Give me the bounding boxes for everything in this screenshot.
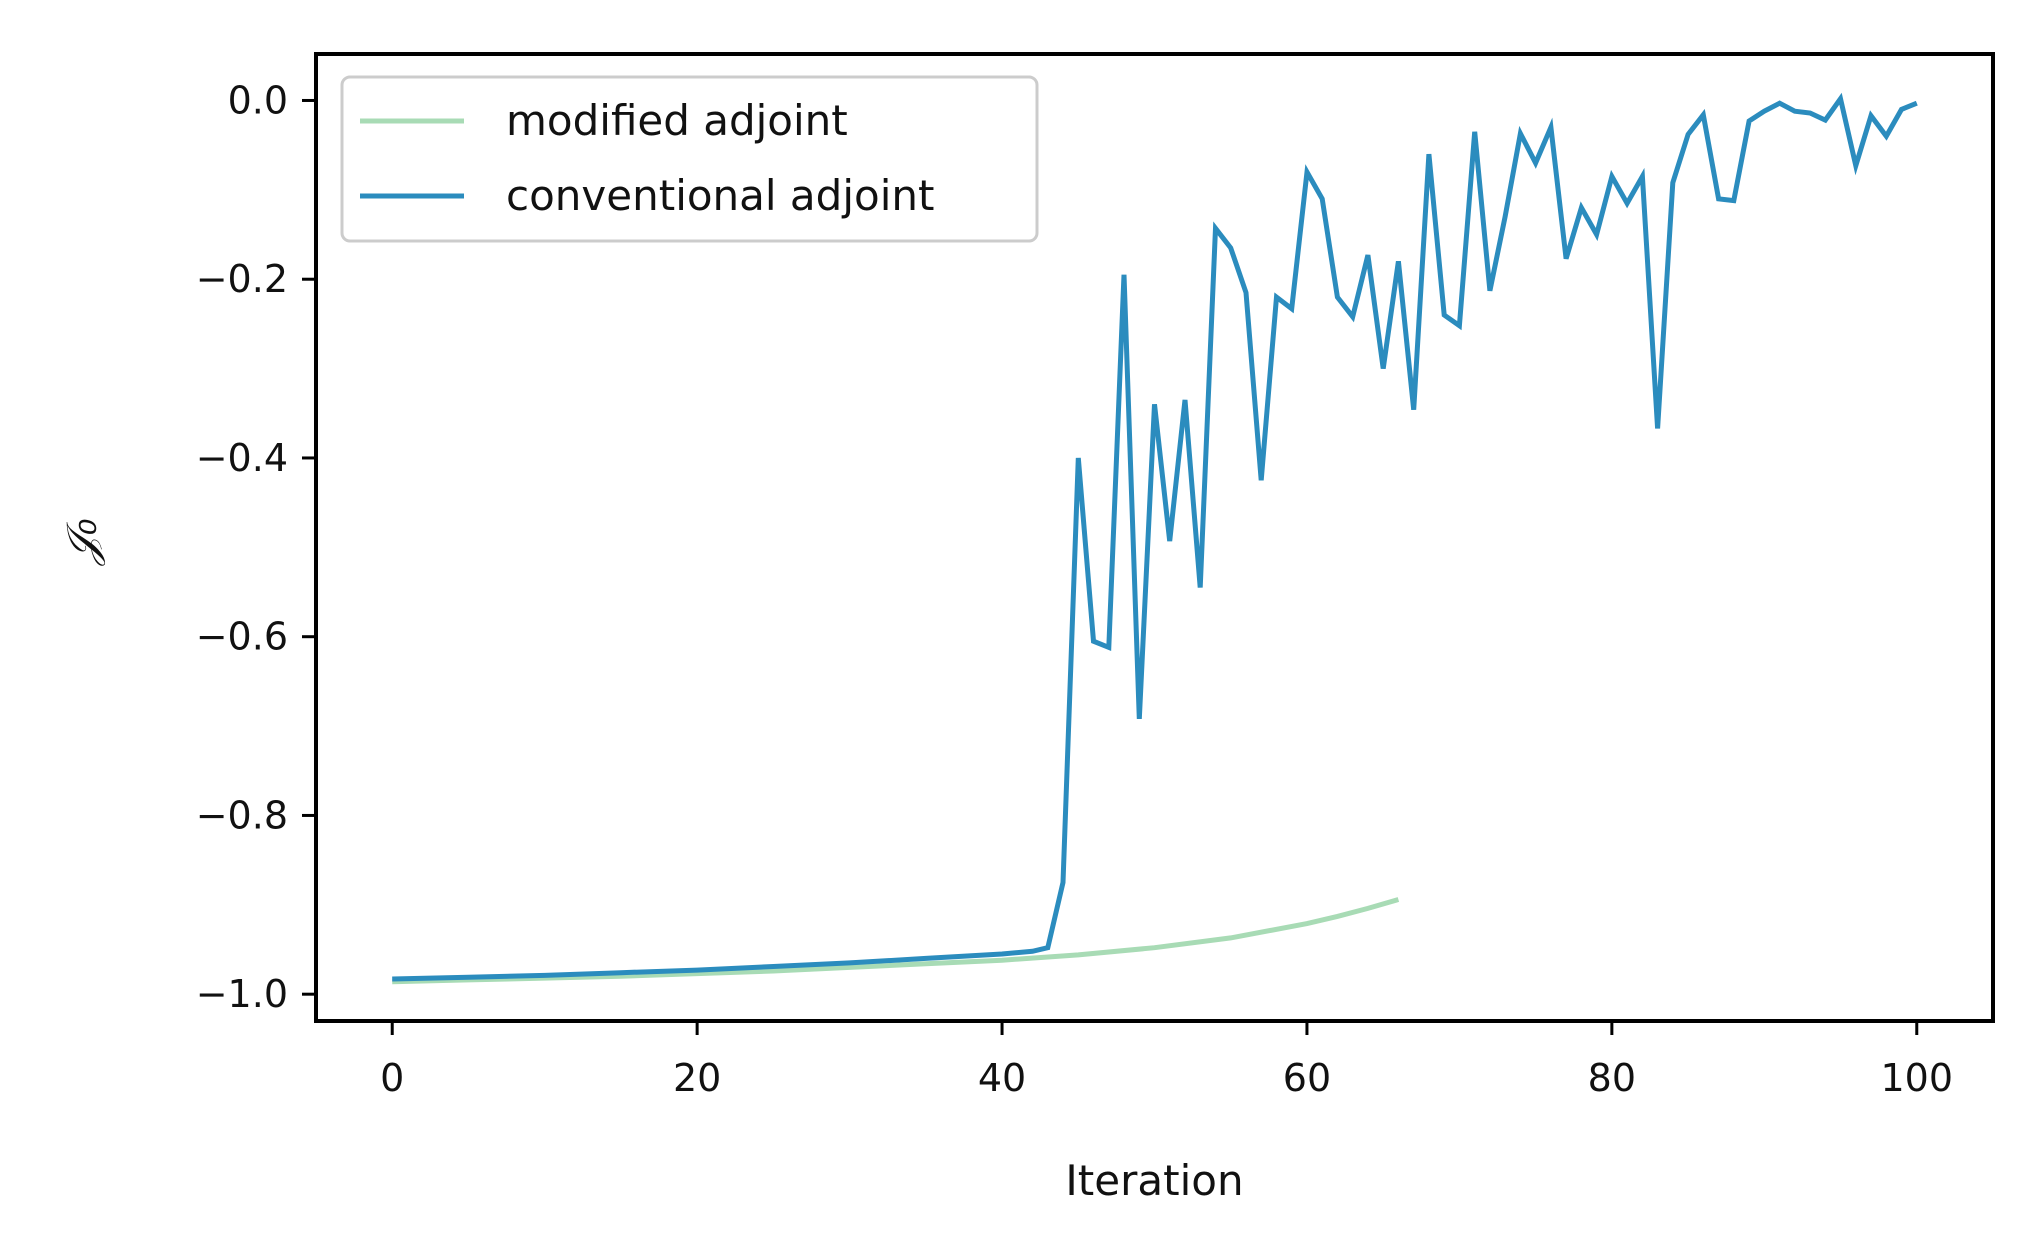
legend-box — [340, 75, 1039, 243]
series-line-2 — [392, 92, 1918, 982]
x-tick-label: 40 — [978, 1056, 1026, 1100]
y-tick-label: 0.0 — [228, 78, 288, 122]
x-tick-label: 100 — [1881, 1056, 1954, 1100]
y-axis-ticks: 0.0 −0.2 −0.4 −0.6 −0.8 −1.0 — [196, 78, 316, 1016]
y-axis-label: 𝒥₀ — [57, 518, 106, 566]
legend-label: conventional adjoint — [506, 171, 934, 220]
y-tick-label: −0.6 — [196, 615, 288, 659]
x-axis-label: Iteration — [1065, 1156, 1243, 1205]
plot-frame — [314, 52, 1995, 1023]
series-layer — [392, 92, 1918, 985]
y-tick-label: −1.0 — [196, 972, 288, 1016]
x-tick-label: 0 — [380, 1056, 404, 1100]
y-tick-label: −0.2 — [196, 257, 288, 301]
legend-label: modified adjoint — [506, 96, 848, 145]
x-tick-label: 60 — [1283, 1056, 1331, 1100]
series-line-1 — [392, 897, 1400, 985]
y-tick-label: −0.4 — [196, 436, 288, 480]
x-tick-label: 20 — [673, 1056, 721, 1100]
x-tick-label: 80 — [1588, 1056, 1636, 1100]
y-tick-label: −0.8 — [196, 793, 288, 837]
x-axis-ticks: 0 20 40 60 80 100 — [380, 1021, 1953, 1100]
legend: modified adjoint conventional adjoint — [340, 75, 1039, 243]
